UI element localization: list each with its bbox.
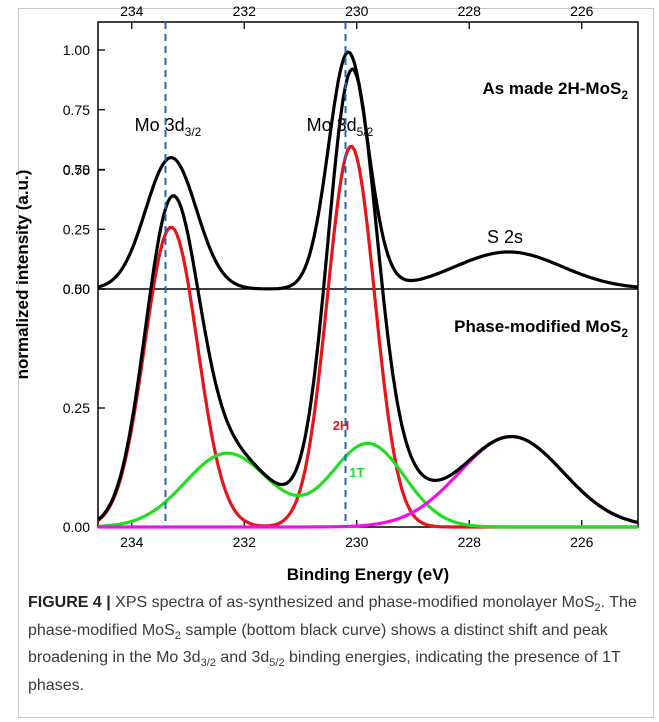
caption-text-1: XPS spectra of as-synthesized and phase-… (110, 594, 595, 611)
y-tick-label: 0.25 (63, 400, 90, 416)
caption-text-5: binding energies, indicating the presenc… (28, 649, 621, 695)
y-tick-label: 0.75 (63, 162, 90, 178)
plot-frame (97, 21, 639, 528)
x-axis-label: Binding Energy (eV) (287, 565, 449, 584)
peak-annotation: Mo 3d3/2 (135, 115, 202, 139)
y-tick-label: 0.75 (63, 102, 90, 118)
caption-sub-4: 5/2 (269, 657, 285, 670)
y-tick-label: 0.50 (63, 162, 90, 178)
series-label-1t: 1T (349, 465, 364, 480)
series-curve (98, 435, 639, 529)
y-tick-label: 0.00 (63, 519, 90, 535)
figure-caption: FIGURE 4 | XPS spectra of as-synthesized… (28, 592, 644, 698)
series-curve (97, 441, 638, 529)
peak-annotation: S 2s (487, 227, 523, 247)
x-tick-label-bottom: 228 (458, 534, 482, 550)
x-tick-label-top: 234 (120, 3, 144, 19)
caption-sub-1: 2 (594, 602, 601, 615)
y-axis-label: normalized intensity (a.u.) (13, 170, 32, 380)
x-tick-label-bottom: 232 (233, 534, 257, 550)
x-tick-label-top: 232 (233, 3, 257, 19)
y-tick-label: 1.00 (63, 42, 90, 58)
y-tick-label: 0.50 (63, 281, 90, 297)
figure-frame (18, 8, 654, 718)
caption-sub-3: 3/2 (200, 657, 216, 670)
x-tick-label-bottom: 234 (120, 534, 144, 550)
caption-text-4: and 3d (215, 649, 270, 667)
x-tick-label-top: 230 (345, 3, 369, 19)
caption-sub-2: 2 (174, 629, 181, 642)
y-tick-label: 0.25 (63, 221, 90, 237)
series-curve (96, 67, 639, 525)
x-tick-label-bottom: 230 (345, 534, 369, 550)
caption-label: FIGURE 4 | (28, 594, 111, 611)
panel-label-top: As made 2H-MoS2 (482, 79, 628, 102)
panel-label-bottom: Phase-modified MoS2 (454, 317, 628, 340)
caption-text-3: sample (bottom black curve) shows a dist… (28, 621, 608, 667)
x-tick-label-bottom: 226 (570, 534, 594, 550)
caption-text-2: . The phase-modified MoS (28, 594, 637, 639)
series-label-2h: 2H (333, 418, 350, 433)
x-tick-label-top: 226 (570, 3, 594, 19)
x-tick-label-top: 228 (458, 3, 482, 19)
xps-chart: 234 234 232 232 230 230 228 228 226 226 0.00 0.25 0.… (13, 3, 639, 584)
y-tick-label: 0.00 (63, 281, 90, 297)
